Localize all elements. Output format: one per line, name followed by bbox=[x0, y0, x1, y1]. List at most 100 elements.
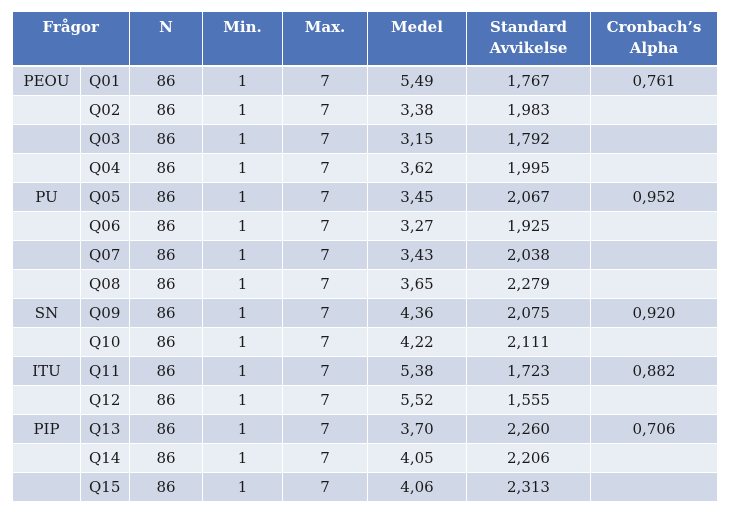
cell-alpha bbox=[590, 327, 718, 357]
cell-max: 7 bbox=[282, 356, 368, 386]
cell-std: 1,925 bbox=[466, 211, 591, 241]
cell-medel: 5,38 bbox=[367, 356, 467, 386]
cell-medel: 4,05 bbox=[367, 443, 467, 473]
cell-n: 86 bbox=[129, 356, 203, 386]
cell-alpha bbox=[590, 269, 718, 299]
cell-n: 86 bbox=[129, 240, 203, 270]
cell-q: Q13 bbox=[80, 414, 130, 444]
cell-min: 1 bbox=[202, 269, 283, 299]
cell-q: Q06 bbox=[80, 211, 130, 241]
cell-alpha bbox=[590, 211, 718, 241]
cell-q: Q10 bbox=[80, 327, 130, 357]
cell-n: 86 bbox=[129, 124, 203, 154]
cell-std: 1,767 bbox=[466, 65, 591, 96]
table-row: PIP Q13 86 1 7 3,70 2,260 0,706 bbox=[12, 414, 718, 444]
cell-cat bbox=[12, 472, 81, 501]
cell-medel: 3,27 bbox=[367, 211, 467, 241]
cell-max: 7 bbox=[282, 385, 368, 415]
cell-min: 1 bbox=[202, 182, 283, 212]
cell-max: 7 bbox=[282, 298, 368, 328]
table-row: PEOU Q01 86 1 7 5,49 1,767 0,761 bbox=[12, 65, 718, 96]
cell-min: 1 bbox=[202, 211, 283, 241]
cell-min: 1 bbox=[202, 472, 283, 501]
cell-alpha: 0,882 bbox=[590, 356, 718, 386]
header-alpha-line1: Cronbach’s bbox=[606, 18, 702, 36]
cell-min: 1 bbox=[202, 385, 283, 415]
cell-std: 2,111 bbox=[466, 327, 591, 357]
cell-cat bbox=[12, 327, 81, 357]
cell-cat: SN bbox=[12, 298, 81, 328]
cell-n: 86 bbox=[129, 472, 203, 501]
cell-n: 86 bbox=[129, 153, 203, 183]
cell-std: 2,075 bbox=[466, 298, 591, 328]
cell-alpha: 0,952 bbox=[590, 182, 718, 212]
table-row: Q06 86 1 7 3,27 1,925 bbox=[12, 211, 718, 241]
table-row: SN Q09 86 1 7 4,36 2,075 0,920 bbox=[12, 298, 718, 328]
cell-q: Q15 bbox=[80, 472, 130, 501]
cell-medel: 5,52 bbox=[367, 385, 467, 415]
cell-std: 2,067 bbox=[466, 182, 591, 212]
cell-min: 1 bbox=[202, 414, 283, 444]
cell-medel: 5,49 bbox=[367, 65, 467, 96]
cell-cat bbox=[12, 269, 81, 299]
table-row: Q07 86 1 7 3,43 2,038 bbox=[12, 240, 718, 270]
cell-alpha bbox=[590, 443, 718, 473]
header-alpha: Cronbach’s Alpha bbox=[590, 12, 718, 67]
table-row: PU Q05 86 1 7 3,45 2,067 0,952 bbox=[12, 182, 718, 212]
cell-max: 7 bbox=[282, 443, 368, 473]
cell-max: 7 bbox=[282, 414, 368, 444]
cell-alpha: 0,706 bbox=[590, 414, 718, 444]
cell-q: Q14 bbox=[80, 443, 130, 473]
header-min: Min. bbox=[202, 12, 283, 67]
cell-min: 1 bbox=[202, 443, 283, 473]
cell-min: 1 bbox=[202, 240, 283, 270]
header-alpha-line2: Alpha bbox=[629, 39, 679, 57]
cell-max: 7 bbox=[282, 327, 368, 357]
cell-max: 7 bbox=[282, 472, 368, 501]
table-row: Q10 86 1 7 4,22 2,111 bbox=[12, 327, 718, 357]
cell-medel: 3,43 bbox=[367, 240, 467, 270]
cell-alpha bbox=[590, 385, 718, 415]
cell-min: 1 bbox=[202, 298, 283, 328]
cell-max: 7 bbox=[282, 65, 368, 96]
table-row: Q15 86 1 7 4,06 2,313 bbox=[12, 472, 718, 501]
table-row: ITU Q11 86 1 7 5,38 1,723 0,882 bbox=[12, 356, 718, 386]
cell-min: 1 bbox=[202, 327, 283, 357]
cell-alpha bbox=[590, 240, 718, 270]
header-fragor: Frågor bbox=[12, 12, 130, 67]
cell-medel: 4,22 bbox=[367, 327, 467, 357]
cell-q: Q02 bbox=[80, 95, 130, 125]
cell-n: 86 bbox=[129, 298, 203, 328]
header-n: N bbox=[129, 12, 203, 67]
header-medel: Medel bbox=[367, 12, 467, 67]
cell-std: 1,995 bbox=[466, 153, 591, 183]
cell-min: 1 bbox=[202, 124, 283, 154]
cell-n: 86 bbox=[129, 327, 203, 357]
cell-n: 86 bbox=[129, 65, 203, 96]
cell-max: 7 bbox=[282, 240, 368, 270]
cell-cat bbox=[12, 153, 81, 183]
cell-std: 2,279 bbox=[466, 269, 591, 299]
table-row: Q14 86 1 7 4,05 2,206 bbox=[12, 443, 718, 473]
cell-q: Q08 bbox=[80, 269, 130, 299]
table-row: Q03 86 1 7 3,15 1,792 bbox=[12, 124, 718, 154]
cell-cat: PEOU bbox=[12, 65, 81, 96]
cell-medel: 3,15 bbox=[367, 124, 467, 154]
cell-q: Q04 bbox=[80, 153, 130, 183]
cell-q: Q09 bbox=[80, 298, 130, 328]
header-max: Max. bbox=[282, 12, 368, 67]
cell-n: 86 bbox=[129, 182, 203, 212]
cell-alpha bbox=[590, 124, 718, 154]
cell-medel: 3,38 bbox=[367, 95, 467, 125]
cell-q: Q05 bbox=[80, 182, 130, 212]
cell-medel: 3,70 bbox=[367, 414, 467, 444]
cell-max: 7 bbox=[282, 153, 368, 183]
header-std-line1: Standard bbox=[490, 18, 567, 36]
cell-std: 1,723 bbox=[466, 356, 591, 386]
table-row: Q12 86 1 7 5,52 1,555 bbox=[12, 385, 718, 415]
cell-cat bbox=[12, 240, 81, 270]
cell-alpha: 0,761 bbox=[590, 65, 718, 96]
cell-medel: 3,65 bbox=[367, 269, 467, 299]
cell-std: 2,038 bbox=[466, 240, 591, 270]
cell-cat bbox=[12, 211, 81, 241]
